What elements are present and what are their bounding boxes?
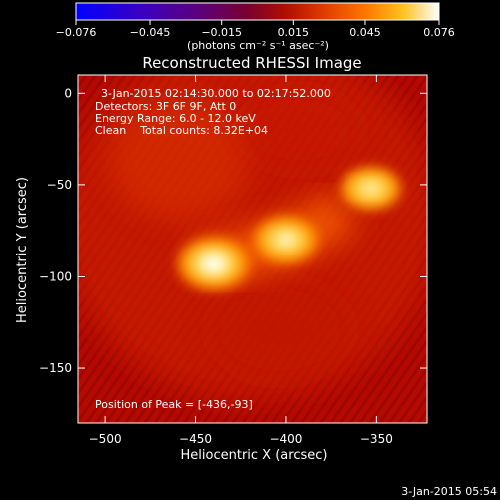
plot-frame: [77, 74, 428, 424]
colorbar-ticks: −0.076 −0.045 −0.015 0.015 0.045 0.076: [56, 20, 455, 39]
x-tick-label: −400: [269, 432, 302, 446]
colorbar-gradient: [75, 2, 440, 21]
y-tick-label: −150: [39, 361, 72, 375]
y-tick-label: −100: [39, 269, 72, 283]
detectors-text: Detectors: 3F 6F 9F, Att 0: [95, 100, 236, 113]
y-tick-label: 0: [64, 86, 72, 100]
colorbar-tick-label: 0.076: [423, 26, 455, 39]
colorbar-units: (photons cm⁻² s⁻¹ asec⁻²): [187, 39, 329, 52]
y-axis-label: Heliocentric Y (arcsec): [15, 177, 30, 323]
colorbar-tick-label: 0.045: [349, 26, 381, 39]
source-peak-main: [199, 253, 228, 275]
time-range-text: 3-Jan-2015 02:14:30.000 to 02:17:52.000: [101, 87, 331, 100]
x-tick-label: −350: [360, 432, 393, 446]
heatmap-image: [78, 75, 427, 423]
chart-title: Reconstructed RHESSI Image: [142, 54, 361, 72]
energy-range-text: Energy Range: 6.0 - 12.0 keV: [95, 112, 256, 125]
colorbar-tick-label: 0.015: [278, 26, 310, 39]
y-tick-label: −50: [47, 178, 72, 192]
colorbar: −0.076 −0.045 −0.015 0.015 0.045 0.076 (photo…: [56, 2, 455, 52]
source-peak-middle: [275, 232, 297, 248]
clean-counts-text: Clean Total counts: 8.32E+04: [95, 124, 268, 137]
colorbar-tick-label: −0.076: [56, 26, 97, 39]
peak-position-text: Position of Peak = [-436,-93]: [95, 398, 253, 411]
x-tick-label: −500: [89, 432, 122, 446]
x-axis-label: Heliocentric X (arcsec): [181, 448, 328, 463]
colorbar-tick-label: −0.015: [201, 26, 242, 39]
x-tick-label: −450: [179, 432, 212, 446]
footer-date: 3-Jan-2015 05:54: [401, 485, 497, 498]
y-axis-ticks: 0 −50 −100 −150: [39, 86, 427, 375]
emission-sources: [177, 166, 402, 290]
source-peak-north-west: [362, 182, 380, 195]
colorbar-tick-label: −0.045: [130, 26, 171, 39]
x-axis-ticks: −500 −450 −400 −350: [89, 75, 393, 446]
